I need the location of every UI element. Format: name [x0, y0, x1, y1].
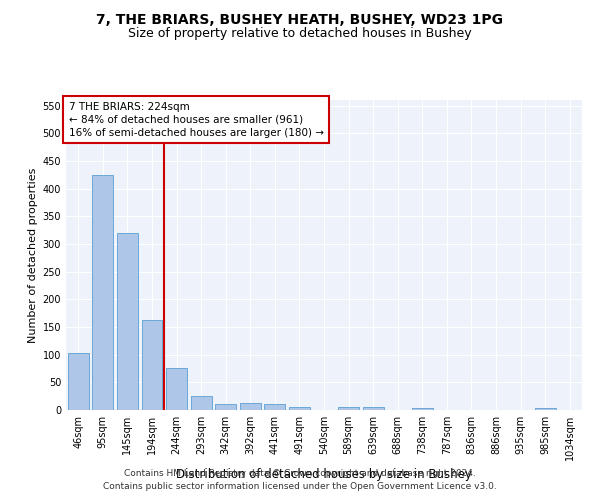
Bar [117, 233, 138, 410]
Bar [191, 396, 212, 410]
Y-axis label: Number of detached properties: Number of detached properties [28, 168, 38, 342]
Bar [215, 404, 236, 410]
Bar [166, 368, 187, 410]
Bar [68, 353, 89, 410]
Bar [142, 320, 163, 410]
Text: Size of property relative to detached houses in Bushey: Size of property relative to detached ho… [128, 28, 472, 40]
Bar [338, 407, 359, 410]
Text: 7 THE BRIARS: 224sqm
← 84% of detached houses are smaller (961)
16% of semi-deta: 7 THE BRIARS: 224sqm ← 84% of detached h… [68, 102, 323, 138]
Text: Contains public sector information licensed under the Open Government Licence v3: Contains public sector information licen… [103, 482, 497, 491]
X-axis label: Distribution of detached houses by size in Bushey: Distribution of detached houses by size … [176, 468, 472, 481]
Text: Contains HM Land Registry data © Crown copyright and database right 2024.: Contains HM Land Registry data © Crown c… [124, 468, 476, 477]
Bar [265, 404, 286, 410]
Bar [240, 404, 261, 410]
Bar [362, 407, 383, 410]
Bar [92, 174, 113, 410]
Bar [412, 408, 433, 410]
Bar [289, 406, 310, 410]
Bar [535, 408, 556, 410]
Text: 7, THE BRIARS, BUSHEY HEATH, BUSHEY, WD23 1PG: 7, THE BRIARS, BUSHEY HEATH, BUSHEY, WD2… [97, 12, 503, 26]
